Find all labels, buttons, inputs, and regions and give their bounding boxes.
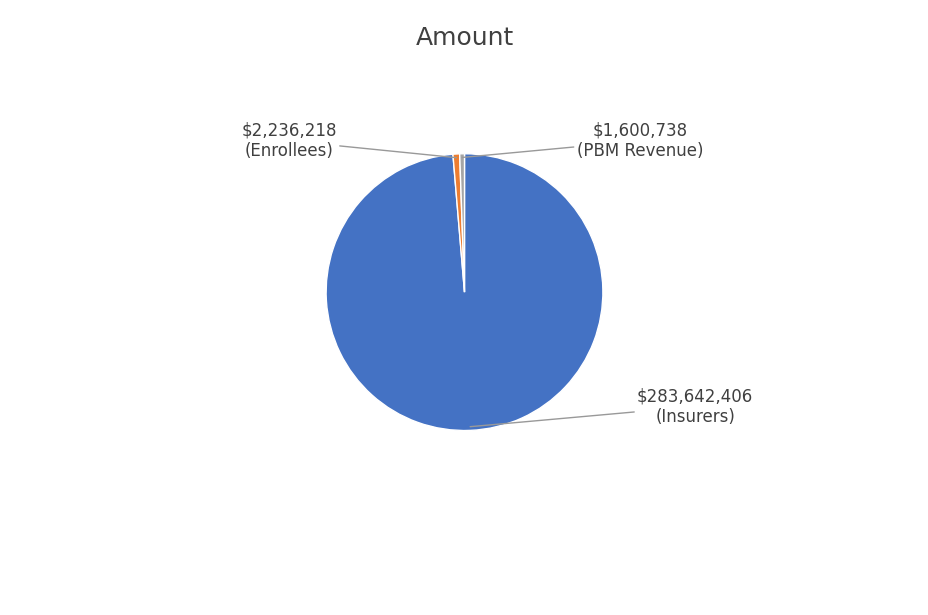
Text: $1,600,738
(PBM Revenue): $1,600,738 (PBM Revenue) — [461, 121, 702, 161]
Wedge shape — [453, 154, 464, 292]
Wedge shape — [326, 154, 602, 430]
Wedge shape — [459, 154, 464, 292]
Text: $2,236,218
(Enrollees): $2,236,218 (Enrollees) — [241, 121, 456, 161]
Title: Amount: Amount — [415, 26, 513, 50]
Text: $283,642,406
(Insurers): $283,642,406 (Insurers) — [470, 387, 753, 427]
